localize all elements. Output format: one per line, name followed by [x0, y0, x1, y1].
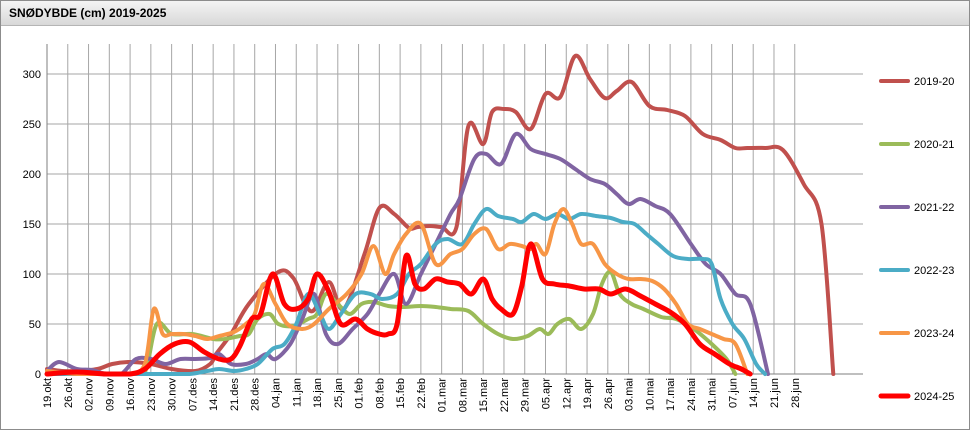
y-tick-label: 100 — [23, 269, 41, 281]
legend-label-2019-20: 2019-20 — [914, 76, 954, 88]
x-tick-label: 16.nov — [125, 378, 137, 412]
x-tick-label: 31.mai — [707, 378, 719, 411]
x-tick-label: 18.jan — [312, 378, 324, 408]
x-tick-label: 21.des — [229, 378, 241, 412]
x-tick-label: 14.des — [208, 378, 220, 412]
y-tick-label: 250 — [23, 119, 41, 131]
x-tick-label: 22.mar — [499, 378, 511, 413]
x-tick-label: 12.apr — [561, 378, 573, 410]
legend-label-2022-23: 2022-23 — [914, 265, 954, 277]
x-tick-label: 14.jun — [748, 378, 760, 408]
x-tick-label: 19.okt — [42, 378, 54, 408]
x-tick-label: 30.nov — [167, 378, 179, 412]
legend-label-2024-25: 2024-25 — [914, 391, 954, 403]
x-tick-label: 22.feb — [416, 378, 428, 409]
y-tick-label: 150 — [23, 219, 41, 231]
x-tick-label: 21.jun — [769, 378, 781, 408]
y-tick-label: 200 — [23, 169, 41, 181]
series-line-2022-23 — [45, 206, 768, 376]
y-tick-label: 0 — [35, 369, 41, 381]
x-tick-label: 03.mai — [624, 378, 636, 411]
x-tick-label: 07.des — [187, 378, 199, 412]
x-tick-label: 19.apr — [582, 378, 594, 410]
x-tick-label: 01.feb — [354, 378, 366, 409]
x-tick-label: 08.mar — [457, 378, 469, 413]
series-line-2021-22 — [45, 131, 770, 376]
chart-title-bar: SNØDYBDE (cm) 2019-2025 — [1, 1, 969, 26]
x-tick-label: 02.nov — [84, 378, 96, 412]
x-tick-label: 08.feb — [374, 378, 386, 409]
x-tick-label: 04.jan — [270, 378, 282, 408]
x-tick-label: 05.apr — [541, 378, 553, 410]
legend-label-2023-24: 2023-24 — [914, 328, 954, 340]
x-tick-label: 15.mar — [478, 378, 490, 413]
snow-depth-chart: 0 50 100 150 200 250 300 19.okt 26.okt 02.nov 09.n… — [23, 44, 954, 413]
legend-label-2021-22: 2021-22 — [914, 202, 954, 214]
x-tick-label: 11.jan — [291, 378, 303, 407]
x-tick-label: 28.des — [250, 378, 262, 412]
x-tick-label: 10.mai — [644, 378, 656, 411]
x-tick-label: 15.feb — [395, 378, 407, 409]
x-tick-label: 01.mar — [437, 378, 449, 413]
x-tick-label: 23.nov — [146, 378, 158, 412]
series-line-2019-20 — [45, 53, 836, 376]
chart-title: SNØDYBDE (cm) 2019-2025 — [9, 6, 167, 20]
x-tick-label: 07.jun — [727, 378, 739, 408]
x-tick-label: 17.mai — [665, 378, 677, 411]
legend-label-2020-21: 2020-21 — [914, 139, 954, 151]
x-tick-label: 26.okt — [63, 378, 75, 408]
x-tick-label: 28.jun — [790, 378, 802, 408]
y-tick-label: 300 — [23, 69, 41, 81]
x-tick-label: 25.jan — [333, 378, 345, 408]
x-tick-label: 29.mar — [520, 378, 532, 413]
series-line-2024-25 — [44, 241, 753, 377]
x-tick-label: 09.nov — [104, 378, 116, 412]
series-line-2023-24 — [45, 207, 750, 376]
y-tick-label: 50 — [29, 319, 41, 331]
x-tick-label: 24.mai — [686, 378, 698, 411]
x-tick-label: 26.apr — [603, 378, 615, 410]
